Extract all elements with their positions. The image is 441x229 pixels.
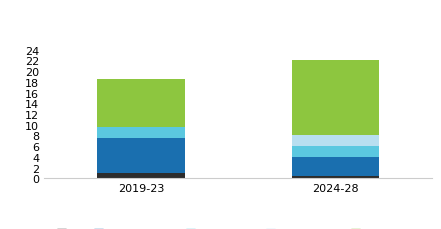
Bar <box>292 136 379 147</box>
Bar <box>97 173 185 179</box>
Legend: R+C, Industrial+Other, Electric Power, Mexico Exports, LNG Exports: R+C, Industrial+Other, Electric Power, M… <box>54 225 422 229</box>
Bar <box>292 147 379 157</box>
Bar <box>97 139 185 173</box>
Bar <box>292 61 379 136</box>
Bar <box>97 80 185 128</box>
Text: U.S. Gas Demand Growth Outlook (Bcf/d): U.S. Gas Demand Growth Outlook (Bcf/d) <box>60 18 411 33</box>
Bar <box>292 157 379 176</box>
Bar <box>292 176 379 179</box>
Bar <box>97 128 185 139</box>
